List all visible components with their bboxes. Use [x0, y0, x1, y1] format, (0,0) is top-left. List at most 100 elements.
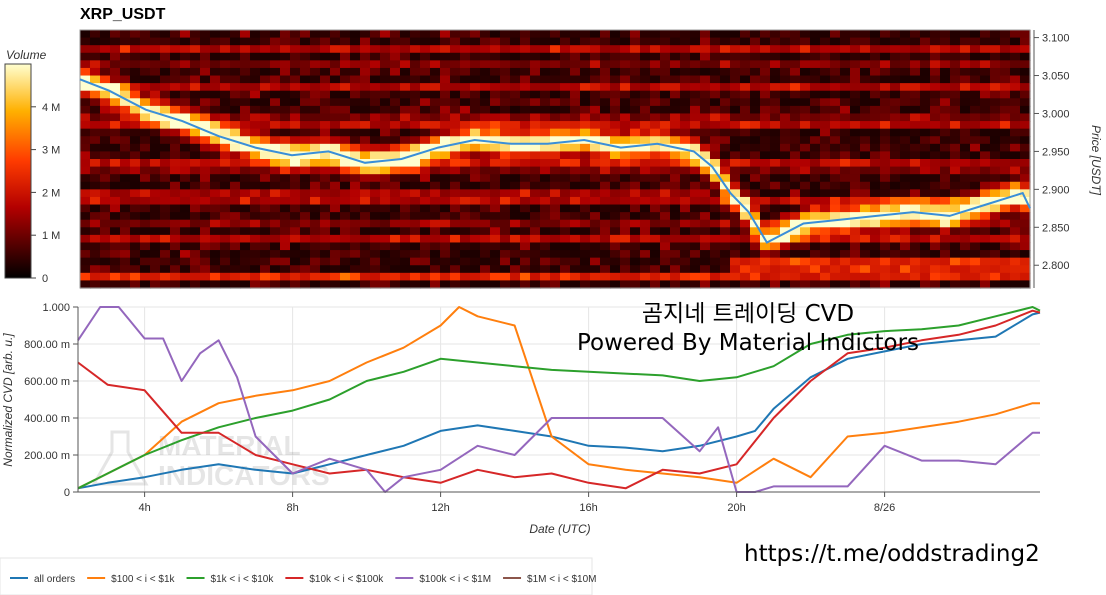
heatmap-cell: [90, 75, 101, 84]
heatmap-cell: [840, 166, 851, 175]
heatmap-cell: [920, 174, 931, 183]
heatmap-cell: [720, 250, 731, 259]
heatmap-cell: [670, 37, 681, 46]
heatmap-cell: [130, 121, 141, 130]
heatmap-cell: [80, 30, 91, 39]
heatmap-cell: [290, 159, 301, 168]
heatmap-cell: [1000, 121, 1011, 130]
heatmap-cell: [240, 151, 251, 160]
heatmap-cell: [760, 60, 771, 69]
heatmap-cell: [790, 90, 801, 99]
heatmap-cell: [870, 105, 881, 115]
heatmap-cell: [960, 45, 971, 54]
heatmap-cell: [510, 280, 521, 289]
heatmap-cell: [890, 75, 901, 84]
heatmap-cell: [680, 67, 691, 77]
heatmap-cell: [230, 227, 241, 236]
heatmap-cell: [800, 90, 811, 99]
heatmap-cell: [320, 113, 331, 122]
heatmap-cell: [410, 196, 421, 206]
heatmap-cell: [970, 212, 981, 221]
heatmap-cell: [360, 113, 371, 122]
heatmap-cell: [110, 159, 121, 168]
heatmap-cell: [420, 212, 431, 221]
heatmap-cell: [120, 212, 131, 221]
heatmap-cell: [760, 121, 771, 130]
telegram-link[interactable]: https://t.me/oddstrading2: [744, 541, 1040, 567]
heatmap-cell: [810, 189, 821, 198]
cvd-x-tick-label: 12h: [431, 502, 449, 514]
heatmap-cell: [270, 37, 281, 46]
heatmap-cell: [920, 227, 931, 236]
heatmap-cell: [500, 30, 511, 39]
heatmap-cell: [900, 105, 911, 115]
heatmap-cell: [130, 166, 141, 175]
heatmap-cell: [880, 265, 891, 274]
heatmap-cell: [310, 75, 321, 84]
heatmap-cell: [760, 52, 771, 61]
heatmap-cell: [110, 234, 121, 244]
heatmap-cell: [320, 128, 331, 137]
heatmap-cell: [1010, 75, 1021, 84]
heatmap-cell: [960, 181, 971, 190]
heatmap-cell: [150, 113, 161, 122]
heatmap-cell: [770, 196, 781, 206]
heatmap-cell: [210, 151, 221, 160]
heatmap-cell: [160, 90, 171, 99]
heatmap-cell: [240, 189, 251, 198]
heatmap-cell: [680, 136, 691, 145]
heatmap-cell: [390, 105, 401, 115]
heatmap-cell: [330, 174, 341, 183]
heatmap-cell: [520, 166, 531, 175]
heatmap-cell: [850, 242, 861, 251]
heatmap-cell: [300, 219, 311, 228]
heatmap-cell: [190, 280, 201, 289]
heatmap-cell: [820, 121, 831, 130]
heatmap-cell: [830, 45, 841, 54]
heatmap-cell: [950, 113, 961, 122]
cvd-x-axis-label: Date (UTC): [529, 522, 590, 536]
heatmap-cell: [710, 159, 721, 168]
heatmap-cell: [640, 257, 651, 266]
heatmap-cell: [890, 174, 901, 183]
heatmap-cell: [910, 37, 921, 46]
heatmap-cell: [940, 113, 951, 122]
heatmap-cell: [820, 166, 831, 175]
heatmap-cell: [130, 67, 141, 77]
heatmap-cell: [250, 67, 261, 77]
heatmap-cell: [360, 250, 371, 259]
heatmap-cell: [330, 272, 341, 282]
heatmap-cell: [110, 280, 121, 289]
heatmap-cell: [820, 52, 831, 61]
heatmap-cell: [110, 121, 121, 130]
heatmap-cell: [480, 45, 491, 54]
heatmap-cell: [290, 242, 301, 251]
heatmap-cell: [730, 257, 741, 266]
heatmap-cell: [1000, 30, 1011, 39]
heatmap-cell: [920, 159, 931, 168]
heatmap-cell: [400, 151, 411, 160]
heatmap-cell: [910, 227, 921, 236]
heatmap-cell: [470, 166, 481, 175]
heatmap-cell: [260, 227, 271, 236]
heatmap-cell: [970, 136, 981, 145]
heatmap-cell: [760, 219, 771, 228]
heatmap-cell: [510, 242, 521, 251]
heatmap-cell: [780, 219, 791, 228]
heatmap-cell: [140, 128, 151, 137]
heatmap-cell: [550, 181, 561, 190]
heatmap-cell: [350, 136, 361, 145]
heatmap-cell: [360, 219, 371, 228]
heatmap-cell: [880, 143, 891, 153]
heatmap-cell: [400, 196, 411, 206]
heatmap-cell: [940, 196, 951, 206]
heatmap-cell: [120, 45, 131, 54]
heatmap-cell: [850, 272, 861, 282]
heatmap-cell: [390, 265, 401, 274]
heatmap-cell: [330, 151, 341, 160]
heatmap-cell: [470, 227, 481, 236]
heatmap-cell: [150, 257, 161, 266]
heatmap-cell: [740, 45, 751, 54]
heatmap-cell: [520, 234, 531, 244]
heatmap-cell: [130, 204, 141, 213]
